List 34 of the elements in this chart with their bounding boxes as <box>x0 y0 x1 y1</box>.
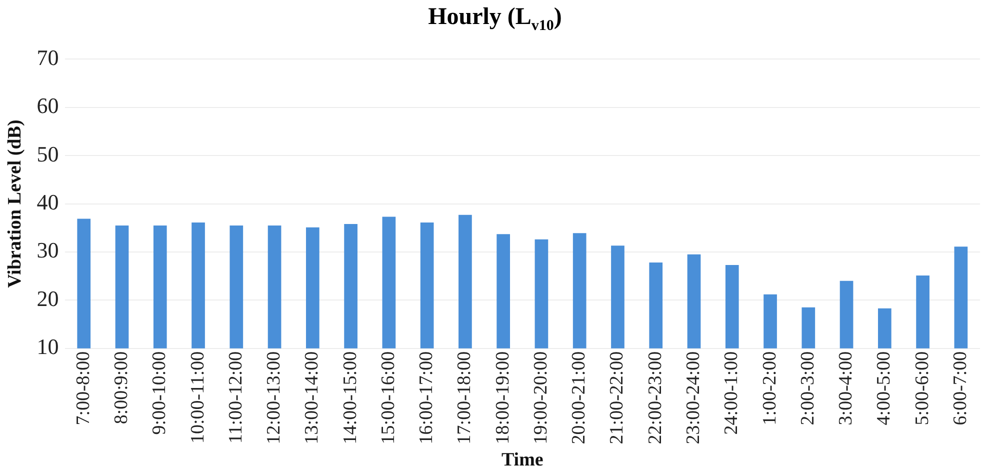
x-tick-label: 12:00-13:00 <box>264 351 285 444</box>
y-tick-label: 40 <box>36 190 59 215</box>
chart-title: Hourly (L$_{v10}$) <box>427 4 563 35</box>
x-tick-label: 4:00-5:00 <box>874 351 895 426</box>
y-axis-title: Vibration Level (dB) <box>4 120 26 288</box>
y-tick-label: 70 <box>36 44 59 70</box>
x-tick-label: 15:00-16:00 <box>378 351 399 444</box>
x-tick-label: 24:00-1:00 <box>721 351 742 435</box>
x-tick-label: 17:00-18:00 <box>454 351 476 444</box>
x-tick-label: 6:00-7:00 <box>950 351 971 426</box>
x-axis-title: Time <box>501 450 544 471</box>
x-tick-label: 10:00-11:00 <box>187 351 208 444</box>
x-tick-label: 1:00-2:00 <box>759 351 780 426</box>
x-tick-label: 5:00-6:00 <box>912 351 933 426</box>
x-tick-label: 23:00-24:00 <box>682 351 704 444</box>
x-tick-label: 19:00-20:00 <box>530 351 552 444</box>
x-tick-label: 7:00-8:00 <box>72 351 94 426</box>
x-tick-label: 16:00-17:00 <box>416 351 438 444</box>
x-tick-label: 11:00-12:00 <box>225 351 246 444</box>
y-tick-label: 60 <box>36 93 59 118</box>
x-tick-label: 20:00-21:00 <box>568 351 590 444</box>
x-tick-label: 13:00-14:00 <box>302 351 323 444</box>
x-tick-label: 9:00-10:00 <box>149 351 170 435</box>
y-tick-label: 20 <box>36 286 59 311</box>
x-tick-label: 3:00-4:00 <box>836 351 857 426</box>
x-tick-label: 21:00-22:00 <box>606 351 628 444</box>
y-tick-label: 30 <box>36 238 59 263</box>
x-tick-label: 14:00-15:00 <box>340 351 361 444</box>
x-tick-label: 2:00-3:00 <box>797 351 818 426</box>
x-tick-label: 22:00-23:00 <box>644 351 666 444</box>
y-tick-label: 50 <box>36 141 59 166</box>
x-tick-label: 8:00:9:00 <box>110 351 132 424</box>
y-tick-label: 10 <box>36 334 59 360</box>
x-tick-label: 18:00-19:00 <box>492 351 514 444</box>
